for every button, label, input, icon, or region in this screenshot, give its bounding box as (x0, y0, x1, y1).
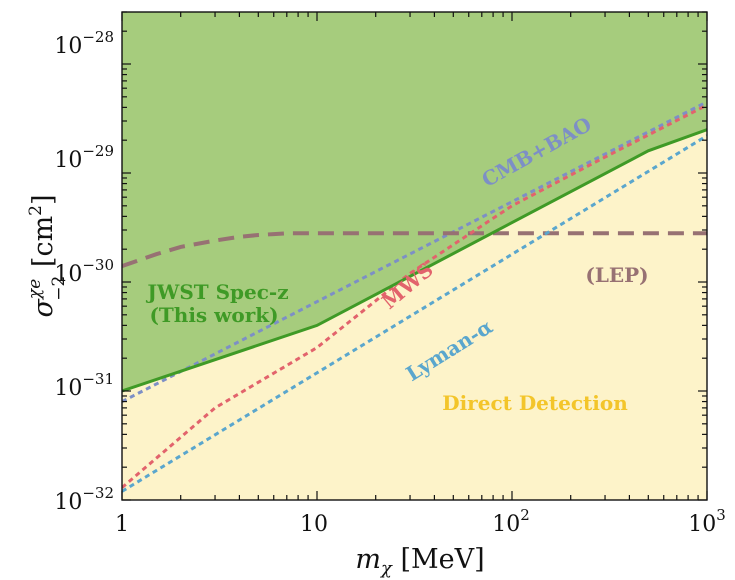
lep-curve (122, 231, 707, 268)
y-tick-label: 10−29 (54, 142, 114, 173)
x-tick-label: 1 (115, 512, 129, 537)
tick-marks (121, 11, 708, 501)
direct-detection-label: Direct Detection (442, 391, 628, 415)
jwst-boundary-curve (122, 128, 707, 393)
plot-frame (121, 11, 708, 501)
y-tick-label: 10−31 (54, 370, 114, 401)
mws-curve (122, 103, 707, 489)
x-tick-label: 103 (688, 506, 726, 537)
x-tick-label: 102 (492, 506, 530, 537)
jwst-label: JWST Spec-z (145, 280, 288, 304)
cmb-bao-curve (122, 100, 707, 403)
x-tick-label: 10 (300, 512, 328, 537)
y-axis-label: σχe −2 [cm2] (25, 194, 69, 317)
y-tick-label: 10−32 (54, 484, 114, 515)
lep-label: (LEP) (585, 263, 648, 287)
jwst-label-line2: (This work) (149, 303, 278, 327)
y-tick-label: 10−28 (54, 28, 114, 59)
lyman-alpha-curve (122, 134, 707, 493)
jwst-excluded-region (122, 12, 707, 391)
y-tick-label: 10−30 (54, 256, 114, 287)
x-axis-label: mχ [MeV] (355, 544, 484, 579)
